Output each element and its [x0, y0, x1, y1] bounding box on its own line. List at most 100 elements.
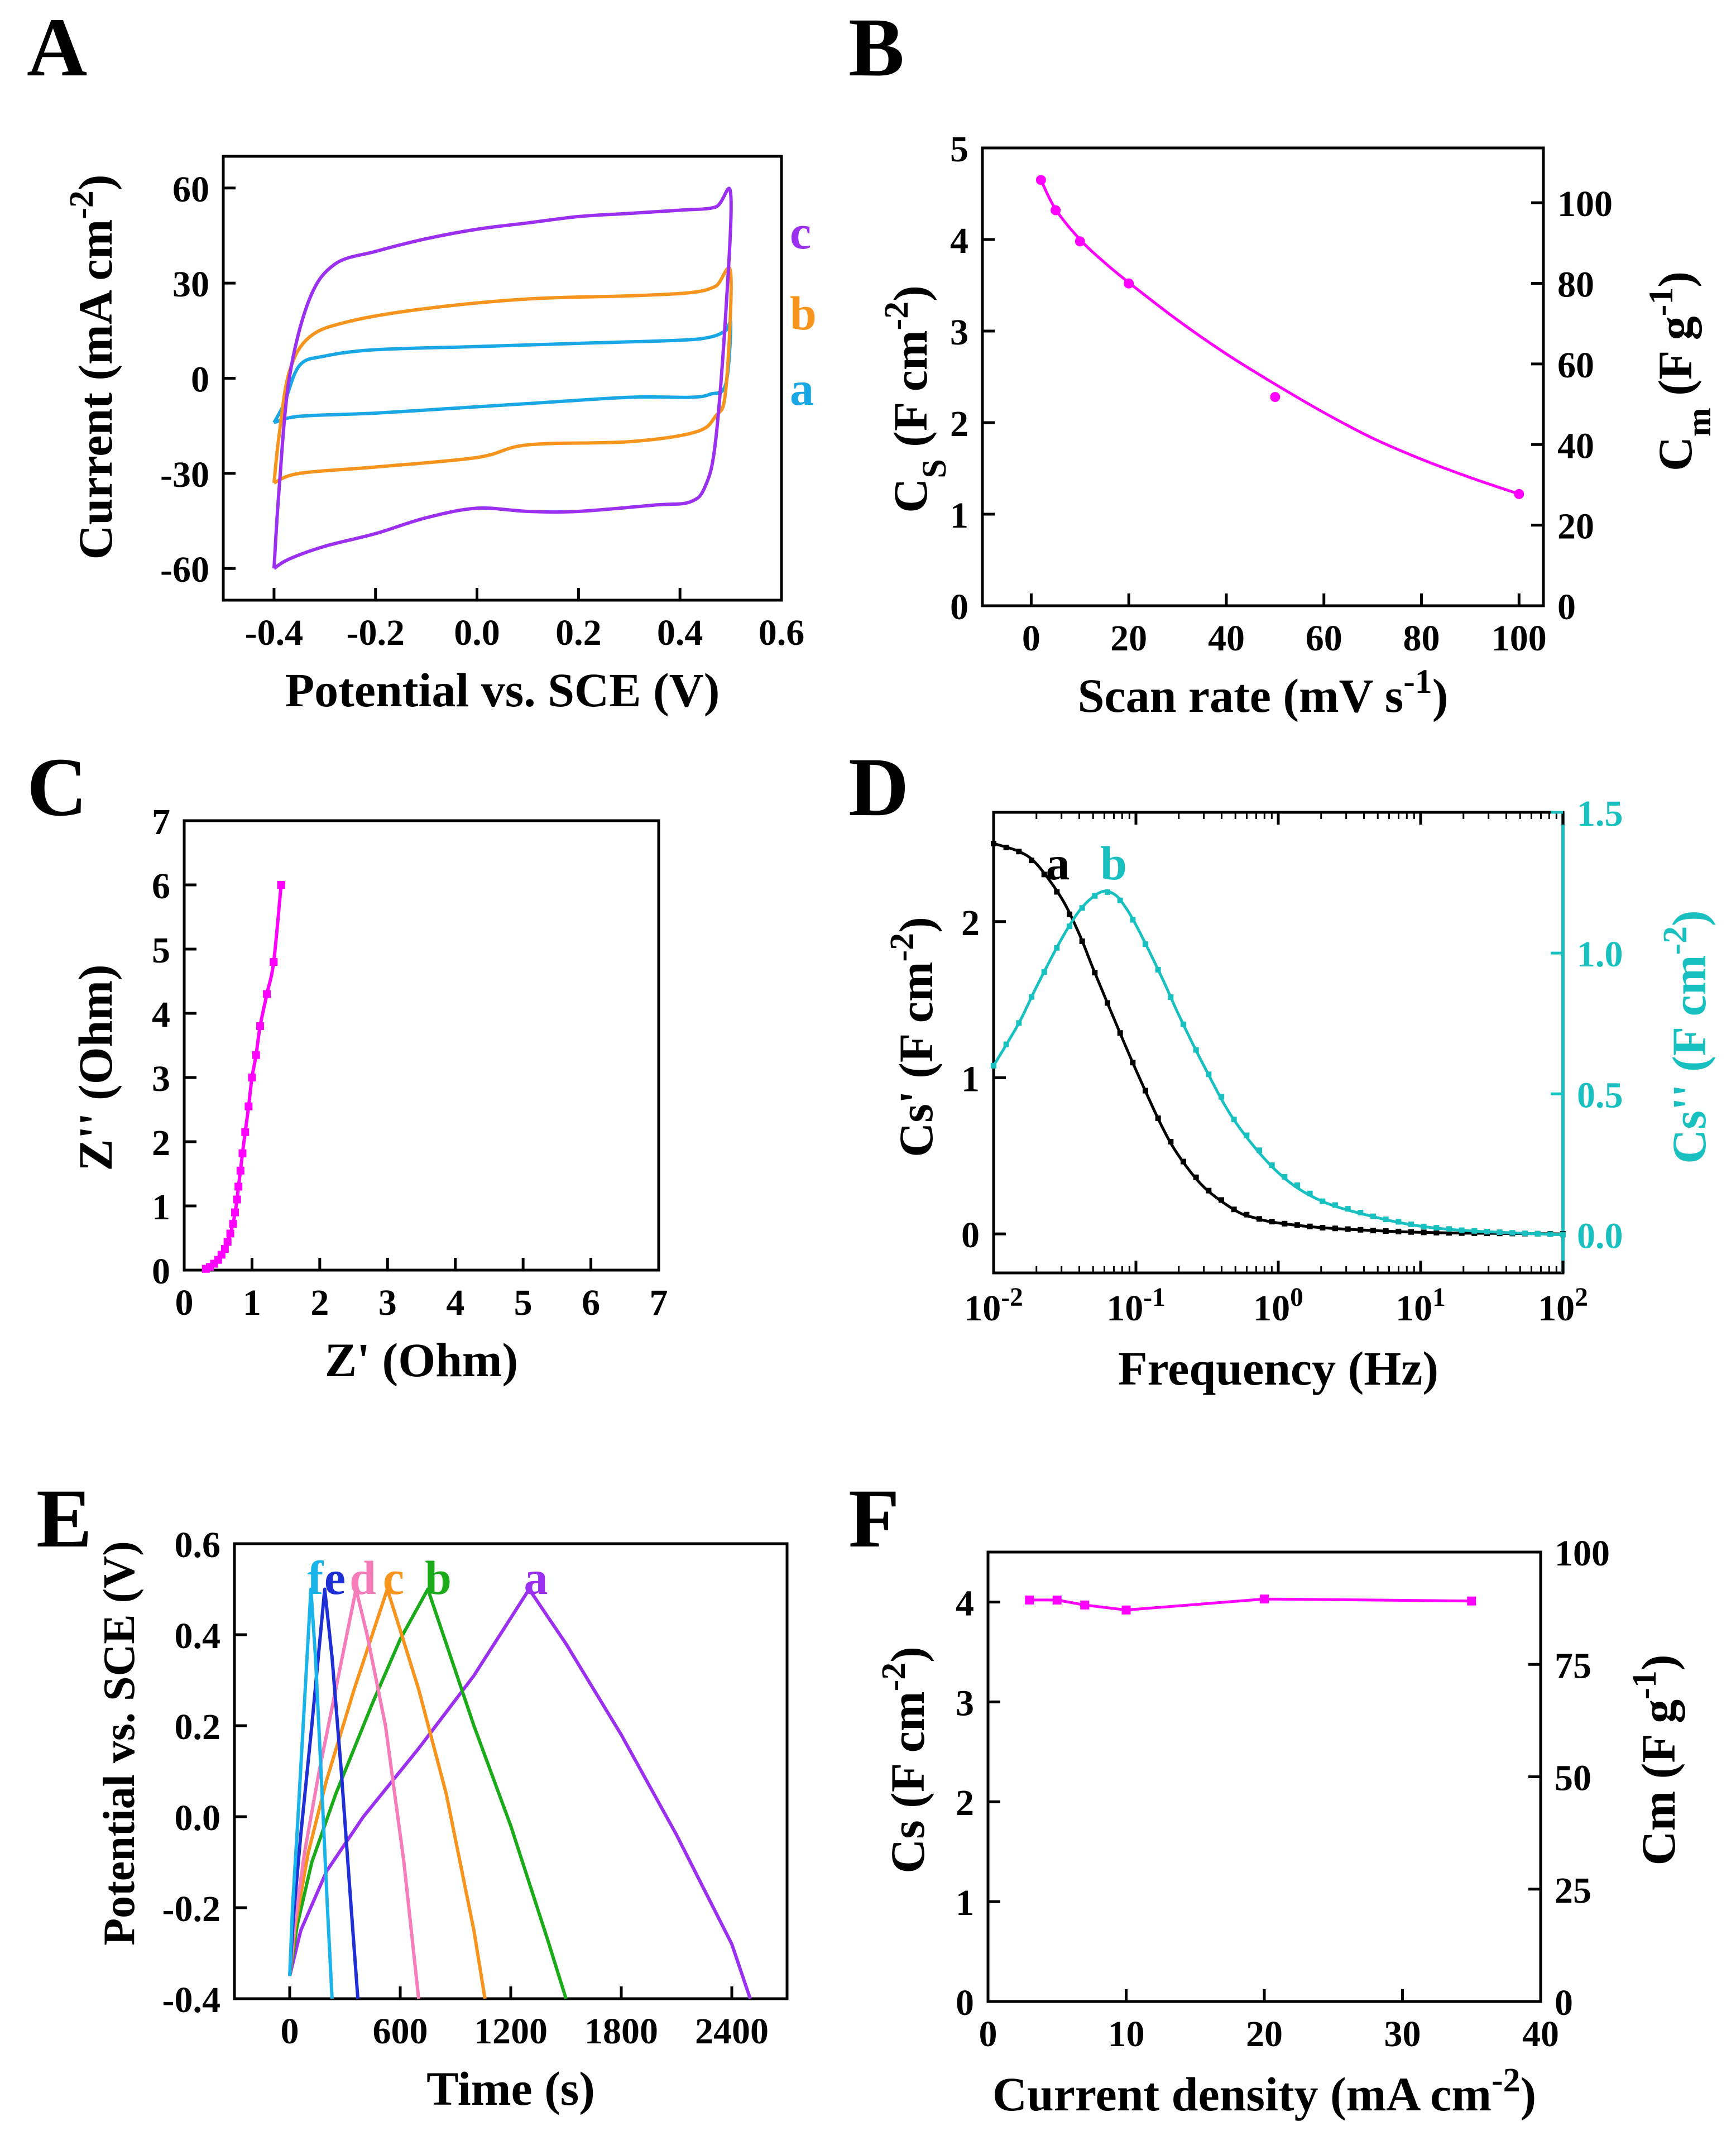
x-tick-label: -0.4 [245, 612, 303, 653]
freq-point-a [1219, 1197, 1224, 1203]
freq-point-b [1193, 1047, 1199, 1053]
x-tick-label: 10-1 [1106, 1283, 1166, 1329]
gcd-label-d: d [349, 1551, 376, 1605]
freq-point-b [1560, 1232, 1566, 1238]
freq-point-b [1041, 969, 1047, 975]
freq-point-a [1269, 1219, 1275, 1225]
freq-point-b [1383, 1217, 1389, 1223]
freq-point-a [1029, 858, 1034, 864]
freq-point-a [1079, 938, 1085, 944]
freq-point-b [1244, 1132, 1250, 1138]
y-tick-label: 1 [950, 495, 968, 536]
freq-point-a [1332, 1225, 1338, 1232]
y-tick-label: 0 [961, 1215, 980, 1256]
nyquist-point [229, 1220, 237, 1228]
y2-tick-label: 60 [1557, 345, 1594, 386]
y-tick-label: -0.4 [162, 1980, 220, 2020]
y-tick-label: 4 [950, 221, 968, 261]
y-axis-label: Z'' (Ohm) [69, 964, 122, 1171]
freq-point-b [1257, 1147, 1262, 1153]
freq-point-b [1459, 1227, 1465, 1233]
freq-point-a [1143, 1088, 1148, 1094]
x-tick-label: 20 [1246, 2014, 1283, 2055]
panel-letter-b: B [848, 1, 904, 94]
gcd-label-b: b [425, 1551, 452, 1605]
freq-point-b [1320, 1198, 1326, 1204]
freq-point-b [1269, 1162, 1275, 1169]
y2-axis-label-part: m [1680, 408, 1718, 437]
freq-point-b [1067, 923, 1072, 930]
nyquist-point [241, 1128, 250, 1136]
freq-point-a [1155, 1115, 1161, 1121]
nyquist-point [236, 1166, 244, 1175]
x-tick-label: 2400 [695, 2011, 769, 2052]
panel-c-frame [183, 819, 660, 1272]
x-tick-label-part: 1 [1432, 1283, 1446, 1312]
x-tick-label: 600 [373, 2011, 428, 2052]
freq-point-b [1282, 1174, 1288, 1180]
freq-point-a [1003, 844, 1009, 850]
nyquist-point [226, 1229, 234, 1238]
freq-point-b [1054, 945, 1060, 951]
y-tick-label: 4 [956, 1583, 974, 1624]
x-axis-label-part: Current density (mA cm [992, 2067, 1492, 2121]
cv-label-c: c [790, 205, 811, 259]
freq-point-b [1168, 994, 1174, 1000]
y-axis-label-part: -2 [883, 933, 921, 962]
y2-axis-label: Cm (F g-1) [1625, 1655, 1685, 1866]
x-axis-label: Potential vs. SCE (V) [285, 663, 720, 717]
y-tick-label: 1 [961, 1059, 980, 1099]
freq-point-b [1130, 917, 1136, 923]
x-tick-label: 60 [1306, 618, 1342, 659]
freq-point-a [1041, 872, 1047, 878]
y2-axis-label-part: ) [1662, 910, 1716, 926]
y-tick-label: 0 [956, 1983, 974, 2023]
freq-label-b: b [1100, 836, 1127, 890]
freq-point-b [1003, 1041, 1009, 1047]
panel-b-frame [981, 146, 1545, 607]
freq-point-b [1408, 1221, 1414, 1227]
y-tick-label: 6 [152, 866, 170, 907]
freq-point-b [1332, 1202, 1338, 1208]
nyquist-curve [205, 884, 283, 1271]
x-tick-label: 0 [175, 1282, 194, 1323]
x-axis-label-part: ) [1432, 669, 1449, 722]
data-point [1075, 236, 1085, 247]
data-point [1270, 392, 1281, 403]
data-point [1124, 278, 1134, 289]
data-point [1051, 205, 1061, 216]
freq-point-a [1105, 1000, 1110, 1006]
freq-point-b [1206, 1071, 1212, 1078]
freq-point-b [1358, 1209, 1364, 1215]
y-axis-label-part: ) [69, 174, 122, 190]
panel-letter-d: D [848, 741, 909, 834]
freq-point-b [991, 1062, 996, 1069]
freq-point-b [1016, 1020, 1022, 1026]
y-tick-label: -60 [160, 549, 209, 590]
x-axis-label: Frequency (Hz) [1118, 1342, 1438, 1395]
y2-axis-label-part: ) [1648, 271, 1702, 288]
x-tick-label-part: 0 [1290, 1283, 1303, 1312]
x-tick-label: 0 [979, 2014, 998, 2055]
x-tick-label: 100 [1253, 1283, 1303, 1329]
freq-point-b [1522, 1230, 1528, 1237]
freq-point-a [1320, 1225, 1326, 1231]
y2-tick-label: 0 [1557, 587, 1576, 628]
x-tick-label: 6 [582, 1282, 600, 1323]
x-tick-label: 101 [1395, 1283, 1446, 1329]
cs-point [1260, 1594, 1269, 1604]
freq-point-a [1383, 1228, 1389, 1234]
freq-point-b [1446, 1226, 1452, 1232]
x-tick-label-part: 10 [1106, 1288, 1143, 1329]
freq-point-a [1294, 1222, 1300, 1228]
y2-tick-label: 0.0 [1577, 1215, 1623, 1256]
cv-curve-b [272, 266, 733, 485]
y2-tick-label: 100 [1557, 184, 1613, 224]
y-axis-label-part: -2 [63, 190, 100, 219]
y2-axis-label-part: Cs'' (F cm [1662, 955, 1716, 1164]
cs-point [1025, 1595, 1034, 1605]
y2-tick-label: 80 [1557, 265, 1594, 305]
